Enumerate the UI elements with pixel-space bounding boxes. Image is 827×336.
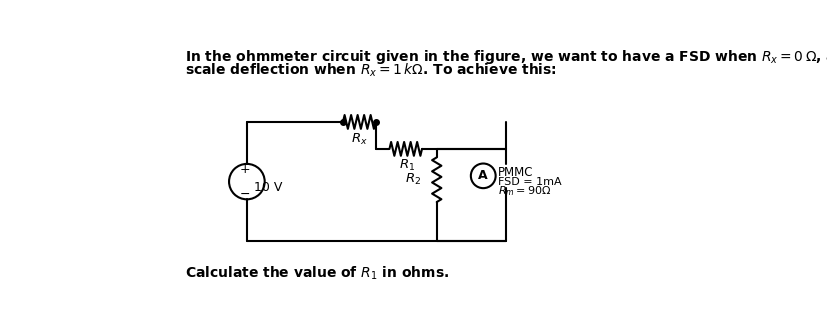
Text: 10 V: 10 V <box>254 180 282 194</box>
Text: −: − <box>239 187 250 201</box>
Text: scale deflection when $R_x = 1\,k\Omega$. To achieve this:: scale deflection when $R_x = 1\,k\Omega$… <box>184 62 557 79</box>
Text: Calculate the value of $R_1$ in ohms.: Calculate the value of $R_1$ in ohms. <box>184 265 449 282</box>
Text: In the ohmmeter circuit given in the figure, we want to have a FSD when $R_x = 0: In the ohmmeter circuit given in the fig… <box>184 48 827 66</box>
Text: $R_x$: $R_x$ <box>351 132 367 147</box>
Text: +: + <box>239 163 250 176</box>
Text: FSD = 1mA: FSD = 1mA <box>497 177 561 187</box>
Text: $R_2$: $R_2$ <box>404 172 421 187</box>
Text: $R_m = 90\Omega$: $R_m = 90\Omega$ <box>497 184 551 198</box>
Text: A: A <box>478 169 487 182</box>
Text: $R_1$: $R_1$ <box>399 158 415 173</box>
Text: PMMC: PMMC <box>497 166 533 179</box>
